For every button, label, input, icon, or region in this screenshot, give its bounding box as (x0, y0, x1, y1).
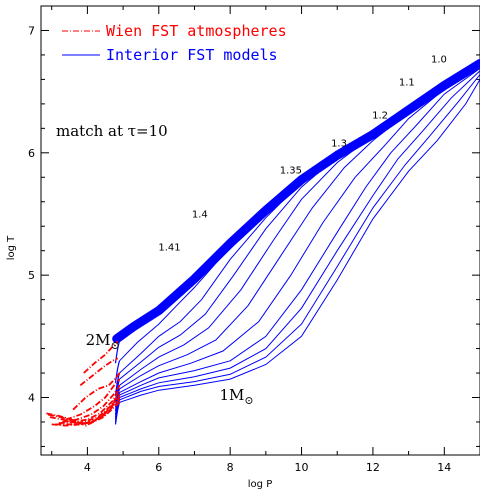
mass-label: 1.0 (431, 54, 447, 65)
mass-label: 1.41 (158, 243, 180, 254)
x-axis-label: log P (248, 479, 272, 490)
atmosphere-line (62, 384, 121, 423)
interior-line (119, 64, 480, 374)
atmosphere-lines (46, 340, 121, 427)
interior-line (119, 65, 480, 390)
x-tick-label: 4 (84, 461, 91, 474)
mass-label: 1.35 (280, 166, 302, 177)
atmosphere-line (46, 401, 121, 427)
legend: Wien FST atmospheres Interior FST models (62, 22, 287, 64)
mass-label: 1.4 (192, 210, 208, 221)
y-tick-label: 4 (28, 391, 35, 404)
interior-line (119, 67, 480, 396)
x-tick-label: 12 (366, 461, 380, 474)
interior-line (119, 63, 480, 362)
plot-frame (40, 5, 480, 456)
plot-area: 4 6 8 10 12 14 4 5 6 7 (28, 5, 480, 474)
x-tick-label: 14 (437, 461, 451, 474)
mass-limit-label: 2M⊙ (86, 331, 120, 352)
y-axis-ticks: 4 5 6 7 (28, 24, 480, 447)
solar-symbol: ⊙ (244, 394, 253, 407)
x-tick-label: 8 (227, 461, 234, 474)
mass-label: 1.1 (399, 78, 415, 89)
legend-label-atmospheres: Wien FST atmospheres (106, 22, 287, 40)
mass-label: 1.2 (372, 111, 388, 122)
interior-join (114, 360, 121, 383)
interior-line (119, 79, 480, 403)
mass-limit-labels: 2M⊙1M⊙ (86, 331, 254, 407)
interior-line (119, 66, 480, 394)
mass-limit-label: 1M⊙ (219, 386, 253, 407)
mass-limit-text: 1M (219, 386, 244, 404)
interior-join (114, 341, 121, 364)
y-tick-label: 6 (28, 147, 35, 160)
interior-line (119, 70, 480, 398)
legend-label-interior: Interior FST models (106, 46, 278, 64)
interior-line (119, 64, 480, 386)
y-tick-label: 5 (28, 269, 35, 282)
mass-labels: 1.0 1.1 1.2 1.3 1.35 1.4 1.41 (158, 54, 447, 253)
atmosphere-line (72, 372, 121, 411)
match-annotation: match at τ=10 (56, 122, 168, 140)
x-tick-label: 10 (295, 461, 309, 474)
solar-symbol: ⊙ (111, 339, 120, 352)
x-tick-label: 6 (155, 461, 162, 474)
interior-lines (114, 63, 480, 425)
x-axis-ticks: 4 6 8 10 12 14 (51, 6, 480, 474)
atmosphere-line (58, 388, 121, 425)
mass-label: 1.3 (331, 139, 347, 150)
atmosphere-line (65, 378, 121, 421)
y-tick-label: 7 (28, 24, 35, 37)
y-axis-label: log T (6, 235, 17, 260)
mass-limit-text: 2M (86, 331, 111, 349)
interior-line (119, 74, 480, 401)
interior-line (119, 64, 480, 380)
